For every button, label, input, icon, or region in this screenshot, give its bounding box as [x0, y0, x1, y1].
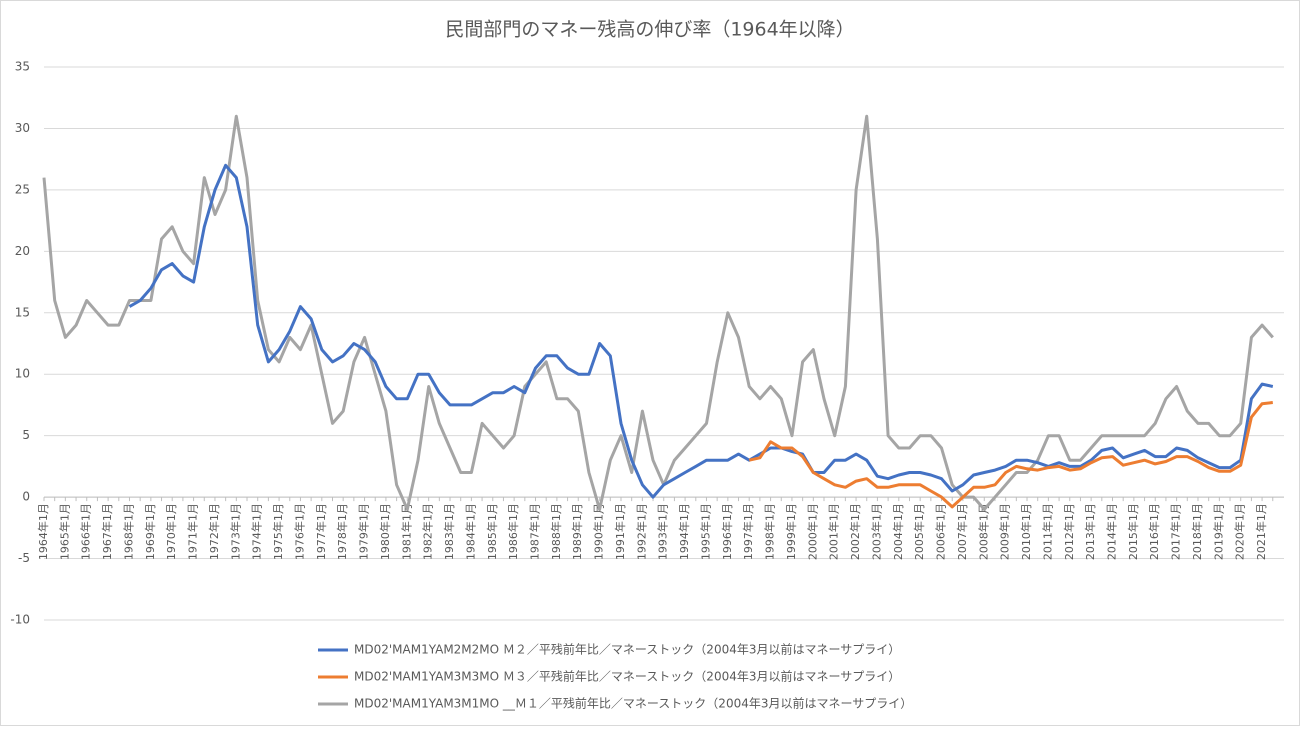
y-tick-label: 25 — [15, 182, 30, 196]
x-tick-label: 1973年1月 — [228, 503, 242, 560]
x-tick-label: 1983年1月 — [442, 503, 456, 560]
series-line — [748, 401, 1273, 509]
y-tick-label: 10 — [15, 367, 30, 381]
y-tick-label: 0 — [22, 490, 30, 504]
x-tick-label: 1964年1月 — [36, 503, 50, 560]
x-tick-label: 2008年1月 — [976, 503, 990, 560]
x-tick-label: 1975年1月 — [271, 503, 285, 560]
chart-title: 民間部門のマネー残高の伸び率（1964年以降） — [445, 19, 854, 41]
x-tick-label: 2013年1月 — [1083, 503, 1097, 560]
x-tick-label: 2007年1月 — [955, 503, 969, 560]
y-tick-label: 20 — [15, 244, 30, 258]
x-tick-label: 1996年1月 — [720, 503, 734, 560]
x-tick-label: 2018年1月 — [1190, 503, 1204, 560]
series-line — [128, 163, 1274, 499]
x-tick-label: 1990年1月 — [592, 503, 606, 560]
x-tick-label: 1967年1月 — [100, 503, 114, 560]
x-tick-label: 1969年1月 — [143, 503, 157, 560]
legend-label: MD02'MAM1YAM3M1MO __Ｍ１／平残前年比／マネーストック（200… — [354, 696, 912, 711]
x-tick-label: 1971年1月 — [186, 503, 200, 560]
x-tick-label: 1979年1月 — [357, 503, 371, 560]
x-tick-label: 1968年1月 — [121, 503, 135, 560]
x-tick-label: 2019年1月 — [1211, 503, 1225, 560]
x-tick-label: 2010年1月 — [1019, 503, 1033, 560]
x-tick-label: 1992年1月 — [634, 503, 648, 560]
x-tick-label: 1995年1月 — [698, 503, 712, 560]
x-tick-label: 1989年1月 — [570, 503, 584, 560]
x-tick-label: 2009年1月 — [998, 503, 1012, 560]
x-tick-label: 2003年1月 — [869, 503, 883, 560]
x-tick-label: 1982年1月 — [421, 503, 435, 560]
y-tick-label: 15 — [15, 305, 30, 319]
x-tick-label: 1976年1月 — [292, 503, 306, 560]
legend-label: MD02'MAM1YAM3M3MO Ｍ３／平残前年比／マネーストック（2004年… — [354, 669, 900, 684]
x-tick-label: 1985年1月 — [485, 503, 499, 560]
x-tick-label: 1970年1月 — [164, 503, 178, 560]
x-tick-label: 2015年1月 — [1126, 503, 1140, 560]
x-tick-label: 1981年1月 — [399, 503, 413, 560]
x-tick-label: 1978年1月 — [335, 503, 349, 560]
x-tick-label: 2014年1月 — [1105, 503, 1119, 560]
x-tick-label: 1986年1月 — [506, 503, 520, 560]
x-tick-label: 2012年1月 — [1062, 503, 1076, 560]
x-tick-label: 1965年1月 — [57, 503, 71, 560]
x-tick-label: 1993年1月 — [656, 503, 670, 560]
legend-label: MD02'MAM1YAM2M2MO Ｍ２／平残前年比／マネーストック（2004年… — [354, 642, 900, 657]
x-tick-label: 2011年1月 — [1040, 503, 1054, 560]
x-tick-label: 1988年1月 — [549, 503, 563, 560]
x-tick-label: 2005年1月 — [912, 503, 926, 560]
legend: MD02'MAM1YAM2M2MO Ｍ２／平残前年比／マネーストック（2004年… — [318, 642, 912, 711]
x-tick-label: 2017年1月 — [1169, 503, 1183, 560]
y-tick-label: 30 — [15, 121, 30, 135]
x-tick-label: 2004年1月 — [891, 503, 905, 560]
x-tick-label: 1998年1月 — [763, 503, 777, 560]
y-tick-label: -5 — [18, 551, 30, 565]
x-tick-label: 1966年1月 — [79, 503, 93, 560]
y-tick-label: 5 — [22, 428, 30, 442]
x-tick-label: 1987年1月 — [528, 503, 542, 560]
x-tick-label: 2016年1月 — [1147, 503, 1161, 560]
series-line — [42, 114, 1274, 511]
x-tick-label: 2002年1月 — [848, 503, 862, 560]
x-tick-label: 1977年1月 — [314, 503, 328, 560]
x-tick-label: 2000年1月 — [805, 503, 819, 560]
x-tick-label: 2021年1月 — [1254, 503, 1268, 560]
x-tick-label: 1980年1月 — [378, 503, 392, 560]
x-tick-label: 1991年1月 — [613, 503, 627, 560]
x-tick-label: 1999年1月 — [784, 503, 798, 560]
y-tick-label: 35 — [15, 60, 30, 74]
y-tick-label: -10 — [10, 613, 30, 627]
x-tick-label: 2020年1月 — [1233, 503, 1247, 560]
x-tick-label: 1974年1月 — [250, 503, 264, 560]
x-tick-label: 1972年1月 — [207, 503, 221, 560]
x-tick-label: 2006年1月 — [934, 503, 948, 560]
x-tick-label: 1984年1月 — [463, 503, 477, 560]
x-tick-label: 1997年1月 — [741, 503, 755, 560]
x-tick-label: 1994年1月 — [677, 503, 691, 560]
x-tick-label: 2001年1月 — [827, 503, 841, 560]
